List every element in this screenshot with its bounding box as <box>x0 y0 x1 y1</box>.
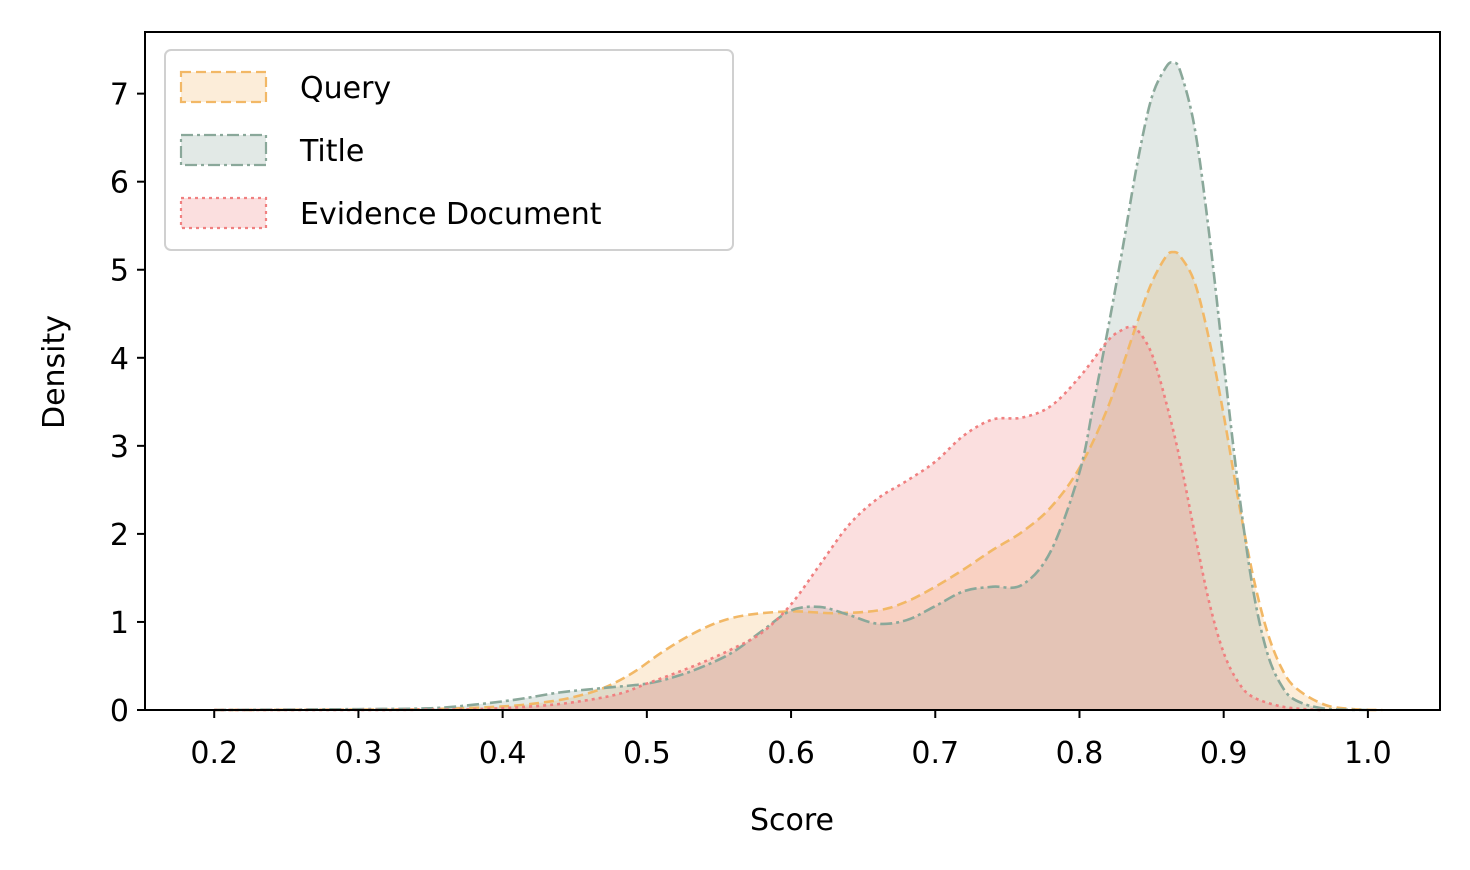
y-tick-label: 2 <box>110 518 129 553</box>
plot-frame <box>144 31 1441 711</box>
y-axis-label: Density <box>37 315 72 429</box>
line-evidence-document <box>214 325 1325 712</box>
x-tick-label: 0.8 <box>1056 736 1104 771</box>
line-title <box>214 61 1368 712</box>
legend-label: Evidence Document <box>300 197 602 232</box>
line-query <box>214 250 1383 712</box>
legend-swatch <box>179 70 268 104</box>
legend-swatch <box>179 196 268 230</box>
x-axis-ticks: 0.2 0.3 0.4 0.5 0.6 0.7 0.8 0.9 1.0 <box>190 710 1392 771</box>
x-tick-label: 0.4 <box>479 736 527 771</box>
legend: Query Title Evidence Document <box>164 49 734 251</box>
area-query <box>214 252 1383 710</box>
x-tick-label: 0.3 <box>335 736 383 771</box>
density-fills <box>214 62 1383 711</box>
x-tick-label: 0.6 <box>767 736 815 771</box>
legend-item-evidence-document: Evidence Document <box>179 196 602 232</box>
x-tick-label: 1.0 <box>1344 736 1392 771</box>
legend-box <box>164 49 734 251</box>
area-evidence-document <box>214 326 1325 710</box>
y-tick-label: 5 <box>110 254 129 289</box>
x-tick-label: 0.2 <box>190 736 238 771</box>
y-tick-label: 3 <box>110 430 129 465</box>
y-tick-label: 0 <box>110 694 129 729</box>
legend-item-query: Query <box>179 70 391 106</box>
density-lines <box>214 61 1383 712</box>
x-tick-label: 0.9 <box>1200 736 1248 771</box>
y-axis-ticks: 0 1 2 3 4 5 6 7 <box>110 78 145 729</box>
area-title <box>214 62 1368 711</box>
legend-item-title: Title <box>179 133 364 169</box>
legend-label: Query <box>300 71 391 106</box>
x-tick-label: 0.5 <box>623 736 671 771</box>
x-tick-label: 0.7 <box>911 736 959 771</box>
y-tick-label: 1 <box>110 606 129 641</box>
y-tick-label: 6 <box>110 166 129 201</box>
legend-label: Title <box>299 134 364 169</box>
legend-swatch <box>179 133 268 167</box>
y-tick-label: 4 <box>110 342 129 377</box>
y-tick-label: 7 <box>110 78 129 113</box>
x-axis-label: Score <box>750 803 834 838</box>
